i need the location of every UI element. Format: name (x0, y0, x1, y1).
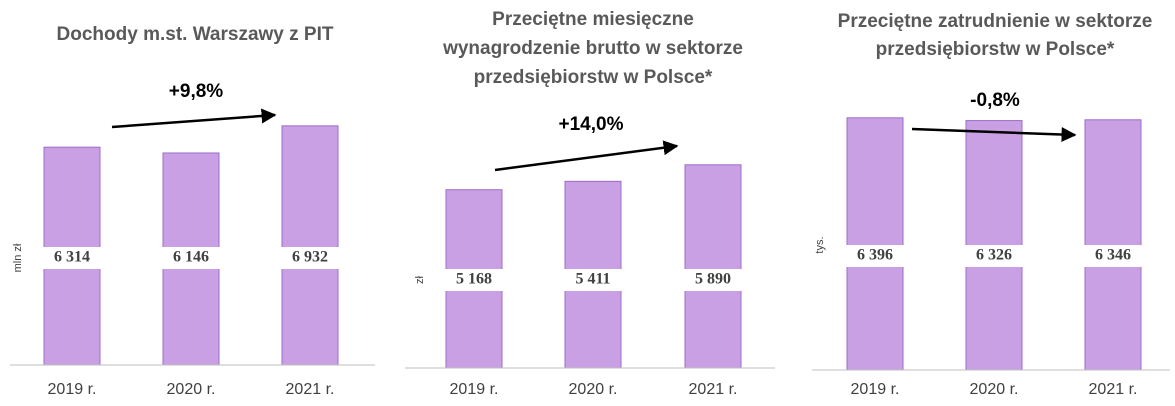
value-label: 5 411 (575, 271, 610, 288)
value-label: 6 314 (54, 249, 90, 266)
x-tick-label: 2020 r. (167, 381, 216, 398)
trend-arrow (494, 140, 679, 172)
trend-arrow (911, 127, 1077, 142)
value-label-bg (562, 269, 624, 291)
value-label: 6 396 (857, 247, 893, 264)
y-axis-label: zł (414, 275, 426, 284)
x-tick-label: 2020 r. (569, 381, 618, 398)
value-label: 5 890 (695, 271, 731, 288)
value-label: 5 168 (456, 271, 492, 288)
bar (1084, 119, 1142, 371)
annotation: +9,8% (169, 81, 224, 102)
value-label-bg (41, 247, 103, 269)
x-tick-label: 2021 r. (286, 381, 335, 398)
value-label-bg (160, 247, 222, 269)
value-label-bg (682, 269, 744, 291)
chart-title: Przeciętne miesięczne (492, 9, 694, 30)
bar (281, 125, 339, 366)
chart-title: przedsiębiorstw w Polsce* (474, 67, 713, 88)
trend-arrow (111, 108, 277, 129)
x-tick-label: 2019 r. (48, 381, 97, 398)
chart-title: wynagrodzenie brutto w sektorze (442, 38, 743, 59)
value-label: 6 932 (292, 249, 328, 266)
y-axis-label: tys. (814, 236, 826, 253)
value-label: 6 346 (1095, 247, 1131, 264)
chart-title: Dochody m.st. Warszawy z PIT (57, 24, 334, 45)
x-tick-label: 2020 r. (970, 381, 1019, 398)
value-label-bg (844, 245, 906, 267)
bar (846, 117, 904, 371)
bar (684, 164, 742, 369)
chart-title: Przeciętne zatrudnienie w sektorze (838, 11, 1153, 32)
annotation: -0,8% (970, 90, 1020, 111)
x-tick-label: 2019 r. (851, 381, 900, 398)
x-tick-label: 2019 r. (450, 381, 499, 398)
annotation: +14,0% (559, 114, 624, 135)
value-label-bg (1082, 245, 1144, 267)
value-label-bg (279, 247, 341, 269)
chart-title: przedsiębiorstw w Polsce* (876, 39, 1115, 60)
value-label-bg (443, 269, 505, 291)
x-tick-label: 2021 r. (689, 381, 738, 398)
value-label: 6 146 (173, 249, 209, 266)
x-tick-label: 2021 r. (1089, 381, 1138, 398)
value-label-bg (963, 245, 1025, 267)
value-label: 6 326 (976, 247, 1012, 264)
y-axis-label: mln zł (12, 243, 24, 272)
